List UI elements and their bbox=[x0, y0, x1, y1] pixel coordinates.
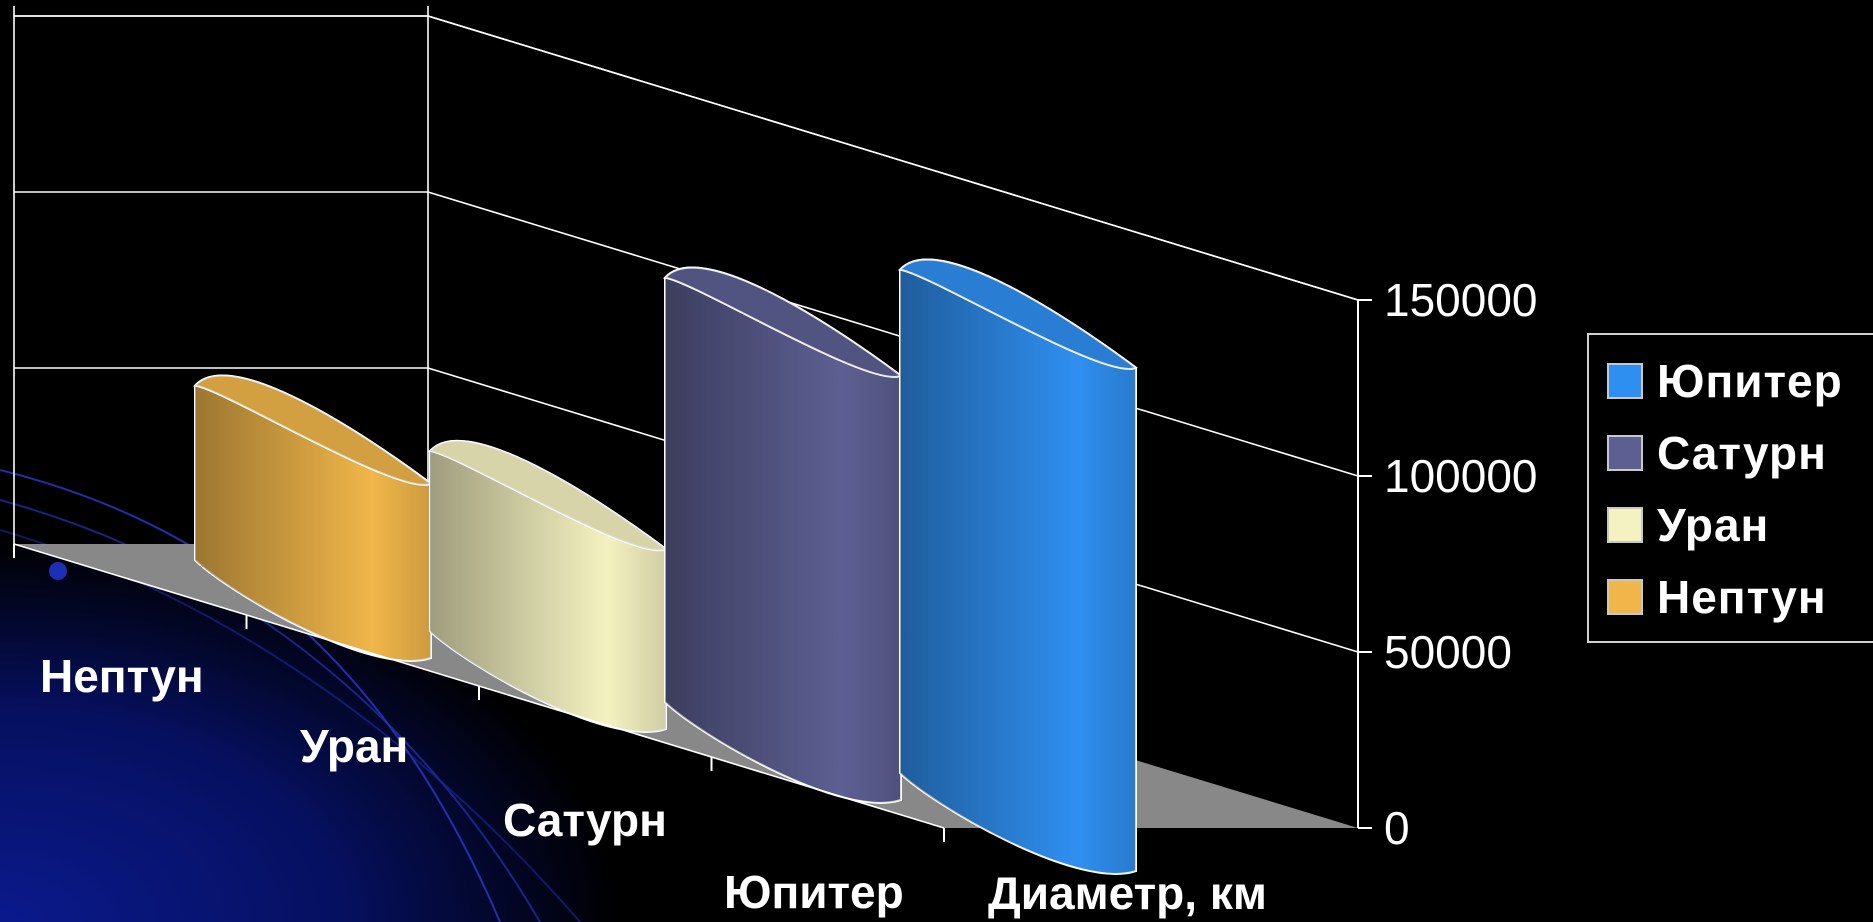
bar-top bbox=[897, 258, 1138, 370]
bar-top-shade bbox=[900, 259, 1136, 369]
category-label: Юпитер bbox=[724, 866, 904, 918]
bar-shading bbox=[665, 267, 901, 803]
legend-swatch bbox=[1607, 363, 1643, 399]
value-tick-label: 0 bbox=[1384, 802, 1410, 854]
legend-item: Юпитер bbox=[1607, 351, 1843, 411]
legend-item: Нептун bbox=[1607, 567, 1827, 627]
x-axis-title: Диаметр, км bbox=[988, 867, 1267, 919]
chart-walls bbox=[13, 6, 429, 544]
bar-top-shade bbox=[665, 267, 901, 377]
category-label: Нептун bbox=[40, 650, 204, 702]
legend-swatch bbox=[1607, 435, 1643, 471]
legend: Юпитер Сатурн Уран Нептун bbox=[1587, 333, 1873, 643]
value-tick-label: 50000 bbox=[1384, 626, 1512, 678]
bar-top-shade bbox=[430, 440, 666, 551]
value-axis: 0 50000 100000 150000 bbox=[1357, 274, 1538, 854]
category-label: Сатурн bbox=[503, 794, 667, 846]
legend-swatch bbox=[1607, 507, 1643, 543]
category-label: Уран bbox=[300, 720, 408, 772]
category-axis-line bbox=[13, 543, 945, 829]
category-ticks bbox=[13, 543, 945, 842]
value-tick-label: 100000 bbox=[1384, 450, 1538, 502]
bars bbox=[192, 258, 1138, 875]
bar-shading bbox=[900, 259, 1136, 874]
bar-top-shade bbox=[195, 375, 431, 485]
legend-item: Сатурн bbox=[1607, 423, 1827, 483]
category-labels: Нептун Уран Сатурн Юпитер bbox=[40, 650, 904, 918]
legend-label: Уран bbox=[1657, 499, 1770, 551]
value-tick-label: 150000 bbox=[1384, 274, 1538, 326]
legend-item: Уран bbox=[1607, 495, 1769, 555]
legend-label: Нептун bbox=[1657, 571, 1827, 623]
wall-top-edge-side bbox=[427, 15, 1359, 301]
legend-swatch bbox=[1607, 579, 1643, 615]
legend-label: Сатурн bbox=[1657, 427, 1827, 479]
gridline-side bbox=[427, 191, 1359, 477]
legend-label: Юпитер bbox=[1657, 355, 1843, 407]
